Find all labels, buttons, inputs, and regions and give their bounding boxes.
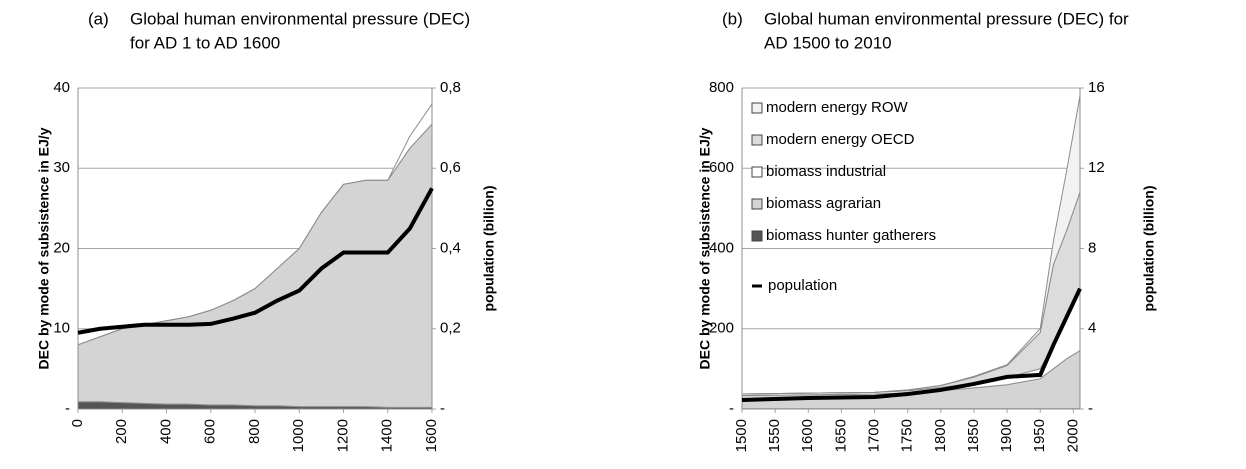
y-tick-label: 30 xyxy=(53,159,70,176)
legend-label: biomass agrarian xyxy=(766,195,881,212)
y-tick-label: 800 xyxy=(709,79,734,96)
y-tick-label: 40 xyxy=(53,79,70,96)
y2-tick-label: 4 xyxy=(1088,320,1096,337)
legend-swatch xyxy=(752,135,762,145)
legend-swatch xyxy=(752,167,762,177)
chart-title: AD 1500 to 2010 xyxy=(764,33,892,52)
y-tick-label: 10 xyxy=(53,320,70,337)
panel-label: (b) xyxy=(722,9,743,28)
x-tick-label: 1000 xyxy=(290,419,307,452)
x-tick-label: 400 xyxy=(157,419,174,444)
y-tick-label: - xyxy=(729,400,734,417)
y2-tick-label: - xyxy=(440,400,445,417)
legend-label: biomass industrial xyxy=(766,163,886,180)
x-tick-label: 0 xyxy=(69,419,86,427)
x-tick-label: 1850 xyxy=(965,419,982,452)
y-tick-label: 20 xyxy=(53,239,70,256)
x-tick-label: 1700 xyxy=(866,419,883,452)
x-tick-label: 1600 xyxy=(423,419,440,452)
x-tick-label: 1400 xyxy=(379,419,396,452)
y2-tick-label: - xyxy=(1088,400,1093,417)
y-tick-label: 600 xyxy=(709,159,734,176)
y-axis-label: DEC by mode of subsistence in EJ/y xyxy=(36,127,52,369)
legend-label: modern energy OECD xyxy=(766,131,915,148)
x-tick-label: 1550 xyxy=(766,419,783,452)
panel-label: (a) xyxy=(88,9,109,28)
chart-title: for AD 1 to AD 1600 xyxy=(130,33,280,52)
chart-title: Global human environmental pressure (DEC… xyxy=(764,9,1129,28)
x-tick-label: 1900 xyxy=(998,419,1015,452)
y-tick-label: 400 xyxy=(709,239,734,256)
x-tick-label: 1200 xyxy=(334,419,351,452)
legend-label: biomass hunter gatherers xyxy=(766,227,936,244)
x-tick-label: 2000 xyxy=(1064,419,1081,452)
y2-tick-label: 16 xyxy=(1088,79,1105,96)
y-tick-label: 200 xyxy=(709,320,734,337)
y2-tick-label: 0,6 xyxy=(440,159,461,176)
y2-tick-label: 8 xyxy=(1088,239,1096,256)
y-tick-label: - xyxy=(65,400,70,417)
x-tick-label: 600 xyxy=(202,419,219,444)
legend-swatch xyxy=(752,103,762,113)
y2-tick-label: 0,4 xyxy=(440,239,461,256)
x-tick-label: 1800 xyxy=(932,419,949,452)
legend-swatch xyxy=(752,199,762,209)
y2-axis-label: population (billion) xyxy=(1141,186,1157,312)
x-tick-label: 200 xyxy=(113,419,130,444)
y2-axis-label: population (billion) xyxy=(481,186,497,312)
y-axis-label: DEC by mode of subsistence in EJ/y xyxy=(697,127,713,369)
y2-tick-label: 0,2 xyxy=(440,320,461,337)
legend-label: population xyxy=(768,277,837,294)
x-tick-label: 1650 xyxy=(832,419,849,452)
x-tick-label: 1950 xyxy=(1031,419,1048,452)
area xyxy=(78,124,432,407)
x-tick-label: 1750 xyxy=(899,419,916,452)
y2-tick-label: 12 xyxy=(1088,159,1105,176)
x-tick-label: 1600 xyxy=(799,419,816,452)
x-tick-label: 800 xyxy=(246,419,263,444)
y2-tick-label: 0,8 xyxy=(440,79,461,96)
chart-title: Global human environmental pressure (DEC… xyxy=(130,9,470,28)
legend-label: modern energy ROW xyxy=(766,99,909,116)
x-tick-label: 1500 xyxy=(733,419,750,452)
legend-swatch xyxy=(752,231,762,241)
